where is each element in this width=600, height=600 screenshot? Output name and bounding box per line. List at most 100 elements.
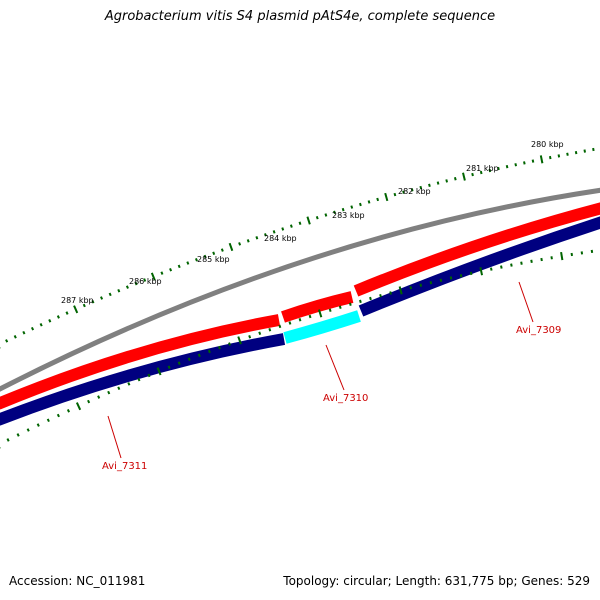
forward-cds-right	[353, 202, 600, 297]
minor-tick	[108, 292, 112, 297]
minor-tick	[65, 311, 69, 315]
minor-tick	[550, 256, 553, 260]
minor-tick	[350, 205, 354, 209]
minor-tick	[410, 188, 414, 192]
minor-tick	[125, 285, 129, 289]
minor-tick	[186, 261, 190, 265]
minor-tick	[197, 353, 201, 358]
gene-label-text: Avi_7310	[323, 393, 368, 404]
major-tick	[384, 192, 389, 202]
minor-tick	[56, 413, 60, 418]
minor-tick	[97, 395, 101, 399]
minor-tick	[228, 342, 231, 346]
minor-tick	[510, 263, 513, 267]
minor-tick	[341, 207, 345, 212]
gene-label-text: Avi_7309	[516, 325, 561, 336]
gene-label-avi-7311[interactable]: Avi_7311	[102, 415, 147, 472]
minor-tick	[348, 302, 352, 306]
minor-tick	[566, 152, 569, 156]
minor-tick	[30, 326, 35, 331]
minor-tick	[66, 409, 71, 413]
minor-tick	[117, 288, 121, 293]
minor-tick	[289, 224, 293, 228]
minor-tick	[272, 230, 276, 234]
minor-tick	[479, 170, 483, 175]
minor-tick	[36, 423, 40, 427]
minor-tick	[333, 210, 336, 215]
minor-tick	[255, 236, 259, 240]
minor-tick	[91, 299, 95, 304]
minor-tick	[439, 278, 443, 282]
summary-text: Topology: circular; Length: 631,775 bp; …	[283, 574, 590, 588]
minor-tick	[143, 278, 147, 282]
minor-tick	[169, 267, 173, 272]
minor-tick	[500, 265, 503, 269]
minor-tick	[134, 281, 138, 286]
reverse-cds-left	[0, 333, 286, 426]
minor-tick	[203, 254, 207, 259]
inner-ticks	[0, 249, 594, 449]
minor-tick	[127, 382, 131, 386]
major-tick	[75, 402, 82, 411]
minor-tick	[419, 283, 423, 287]
minor-tick	[258, 331, 262, 335]
scale-label-280: 280 kbp	[531, 140, 564, 149]
scale-label-283: 283 kbp	[332, 211, 365, 220]
minor-tick	[107, 390, 111, 395]
minor-tick	[592, 147, 595, 152]
minor-tick	[187, 357, 191, 361]
major-tick	[73, 305, 79, 314]
minor-tick	[13, 335, 17, 339]
minor-tick	[218, 345, 221, 350]
minor-tick	[523, 161, 526, 165]
scale-label-281: 281 kbp	[466, 164, 499, 173]
scale-label-284: 284 kbp	[264, 234, 297, 243]
major-tick	[156, 367, 162, 376]
scale-ticks	[0, 147, 595, 349]
minor-tick	[376, 197, 380, 202]
minor-tick	[488, 168, 492, 173]
minor-tick	[160, 271, 164, 275]
minor-tick	[147, 373, 151, 378]
scale-labels: 280 kbp 281 kbp 282 kbp 283 kbp 284 kbp …	[61, 140, 564, 305]
gene-label-avi-7310[interactable]: Avi_7310	[323, 344, 368, 404]
minor-tick	[298, 318, 302, 322]
minor-tick	[177, 264, 181, 269]
minor-tick	[389, 291, 392, 295]
minor-tick	[48, 319, 52, 323]
minor-tick	[367, 200, 371, 204]
minor-tick	[268, 328, 272, 332]
minor-tick	[402, 190, 405, 194]
minor-tick	[453, 177, 457, 181]
major-tick	[560, 251, 564, 261]
minor-tick	[445, 179, 449, 183]
major-tick	[539, 155, 544, 164]
reverse-cds-track	[0, 216, 600, 426]
minor-tick	[278, 324, 282, 329]
minor-tick	[248, 335, 252, 339]
minor-tick	[369, 296, 372, 301]
reverse-cds-right	[358, 216, 600, 317]
minor-tick	[514, 163, 518, 167]
major-tick	[150, 272, 156, 281]
minor-tick	[220, 248, 224, 252]
minor-tick	[167, 365, 171, 369]
gene-label-avi-7309[interactable]: Avi_7309	[516, 281, 561, 336]
minor-tick	[419, 185, 423, 190]
minor-tick	[548, 155, 552, 160]
minor-tick	[471, 172, 474, 177]
scale-label-285: 285 kbp	[197, 255, 230, 264]
minor-tick	[436, 181, 440, 185]
scale-label-287: 287 kbp	[61, 296, 94, 305]
minor-tick	[56, 315, 60, 319]
gene-label-text: Avi_7311	[102, 461, 147, 472]
minor-tick	[26, 428, 30, 432]
minor-tick	[298, 221, 302, 225]
major-tick	[462, 172, 466, 181]
minor-tick	[379, 294, 382, 298]
forward-cds-left	[0, 314, 281, 410]
minor-tick	[530, 259, 533, 263]
minor-tick	[212, 251, 216, 256]
minor-tick	[489, 267, 493, 271]
